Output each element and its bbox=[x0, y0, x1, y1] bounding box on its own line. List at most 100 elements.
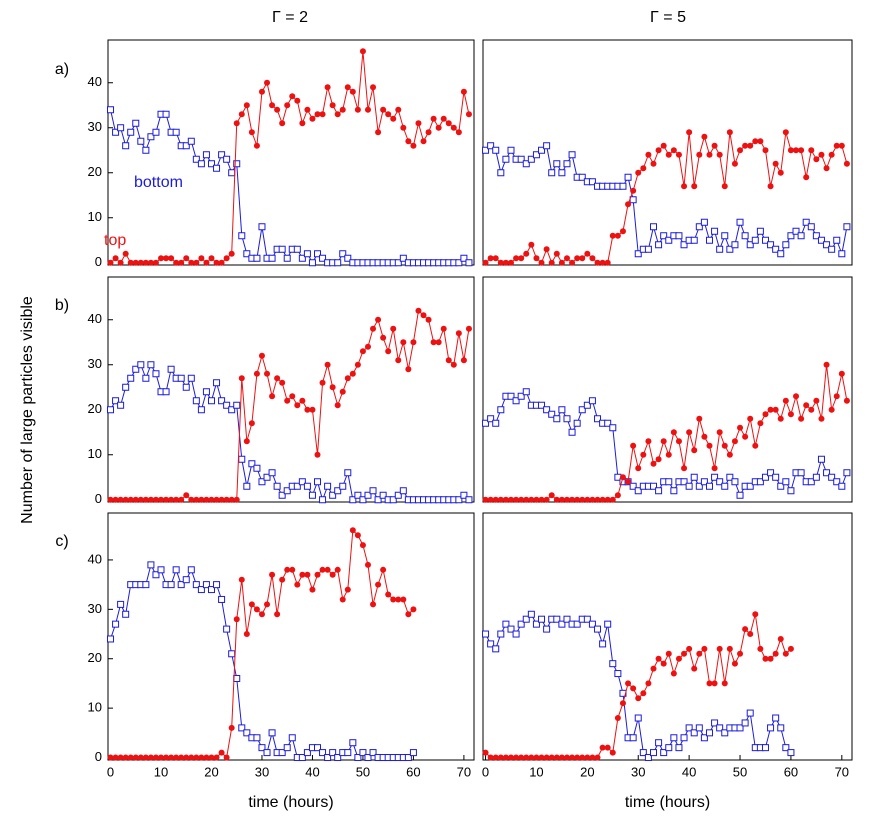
marker-circle bbox=[833, 142, 840, 149]
row-label: c) bbox=[55, 533, 68, 550]
marker-square bbox=[167, 365, 175, 373]
marker-square bbox=[665, 478, 673, 486]
marker-square bbox=[228, 169, 236, 177]
marker-square bbox=[532, 151, 540, 159]
marker-circle bbox=[304, 571, 311, 578]
marker-square bbox=[746, 482, 754, 490]
marker-circle bbox=[415, 120, 422, 127]
plot-frame bbox=[482, 512, 853, 761]
marker-circle bbox=[380, 334, 387, 341]
marker-circle bbox=[430, 339, 437, 346]
marker-square bbox=[303, 250, 311, 258]
marker-square bbox=[460, 491, 468, 499]
marker-square bbox=[147, 133, 155, 141]
marker-circle bbox=[203, 259, 210, 266]
marker-circle bbox=[147, 496, 154, 503]
marker-square bbox=[588, 397, 596, 405]
marker-circle bbox=[782, 129, 789, 136]
marker-circle bbox=[762, 655, 769, 662]
marker-circle bbox=[569, 754, 576, 761]
y-tick-label: 40 bbox=[88, 74, 102, 89]
marker-circle bbox=[223, 255, 230, 262]
marker-square bbox=[711, 473, 719, 481]
marker-circle bbox=[482, 496, 489, 503]
marker-square bbox=[303, 482, 311, 490]
marker-square bbox=[527, 610, 535, 618]
marker-square bbox=[680, 734, 688, 742]
marker-circle bbox=[168, 754, 175, 761]
marker-square bbox=[207, 586, 215, 594]
marker-circle bbox=[203, 496, 210, 503]
marker-circle bbox=[173, 754, 180, 761]
marker-square bbox=[122, 142, 130, 150]
marker-square bbox=[162, 110, 170, 118]
marker-square bbox=[359, 749, 367, 757]
marker-circle bbox=[787, 147, 794, 154]
marker-square bbox=[152, 128, 160, 136]
marker-circle bbox=[375, 316, 382, 323]
marker-square bbox=[716, 245, 724, 253]
marker-circle bbox=[487, 496, 494, 503]
marker-square bbox=[690, 473, 698, 481]
x-tick-label: 20 bbox=[204, 764, 218, 779]
marker-square bbox=[278, 491, 286, 499]
marker-circle bbox=[400, 596, 407, 603]
marker-circle bbox=[465, 111, 472, 118]
marker-square bbox=[399, 487, 407, 495]
marker-square bbox=[802, 218, 810, 226]
marker-circle bbox=[132, 496, 139, 503]
marker-square bbox=[644, 754, 652, 762]
marker-circle bbox=[112, 754, 119, 761]
marker-circle bbox=[188, 496, 195, 503]
marker-square bbox=[354, 491, 362, 499]
marker-circle bbox=[258, 352, 265, 359]
marker-circle bbox=[455, 330, 462, 337]
marker-circle bbox=[543, 496, 550, 503]
marker-square bbox=[761, 473, 769, 481]
marker-circle bbox=[538, 259, 545, 266]
marker-square bbox=[665, 236, 673, 244]
marker-circle bbox=[132, 754, 139, 761]
marker-circle bbox=[364, 106, 371, 113]
x-tick-label: 0 bbox=[107, 764, 114, 779]
marker-circle bbox=[579, 496, 586, 503]
x-tick-label: 60 bbox=[406, 764, 420, 779]
marker-circle bbox=[137, 496, 144, 503]
marker-square bbox=[502, 155, 510, 163]
y-tick-label: 30 bbox=[88, 601, 102, 616]
marker-circle bbox=[380, 106, 387, 113]
marker-circle bbox=[670, 429, 677, 436]
marker-circle bbox=[660, 438, 667, 445]
marker-circle bbox=[630, 187, 637, 194]
marker-circle bbox=[198, 255, 205, 262]
marker-circle bbox=[507, 496, 514, 503]
marker-circle bbox=[193, 754, 200, 761]
marker-square bbox=[777, 482, 785, 490]
marker-circle bbox=[410, 606, 417, 613]
marker-circle bbox=[747, 415, 754, 422]
marker-circle bbox=[630, 685, 637, 692]
marker-circle bbox=[299, 397, 306, 404]
marker-circle bbox=[523, 250, 530, 257]
marker-square bbox=[112, 397, 120, 405]
marker-circle bbox=[737, 424, 744, 431]
marker-circle bbox=[122, 754, 129, 761]
marker-circle bbox=[482, 259, 489, 266]
marker-square bbox=[756, 227, 764, 235]
marker-square bbox=[614, 670, 622, 678]
x-tick-label: 50 bbox=[733, 764, 747, 779]
marker-square bbox=[107, 106, 115, 114]
marker-square bbox=[207, 397, 215, 405]
marker-circle bbox=[492, 754, 499, 761]
marker-square bbox=[690, 236, 698, 244]
marker-circle bbox=[354, 106, 361, 113]
marker-circle bbox=[460, 357, 467, 364]
marker-circle bbox=[440, 325, 447, 332]
marker-circle bbox=[420, 138, 427, 145]
y-tick-label: 20 bbox=[88, 650, 102, 665]
marker-circle bbox=[563, 255, 570, 262]
marker-circle bbox=[716, 645, 723, 652]
marker-square bbox=[218, 595, 226, 603]
marker-circle bbox=[163, 496, 170, 503]
marker-circle bbox=[813, 397, 820, 404]
